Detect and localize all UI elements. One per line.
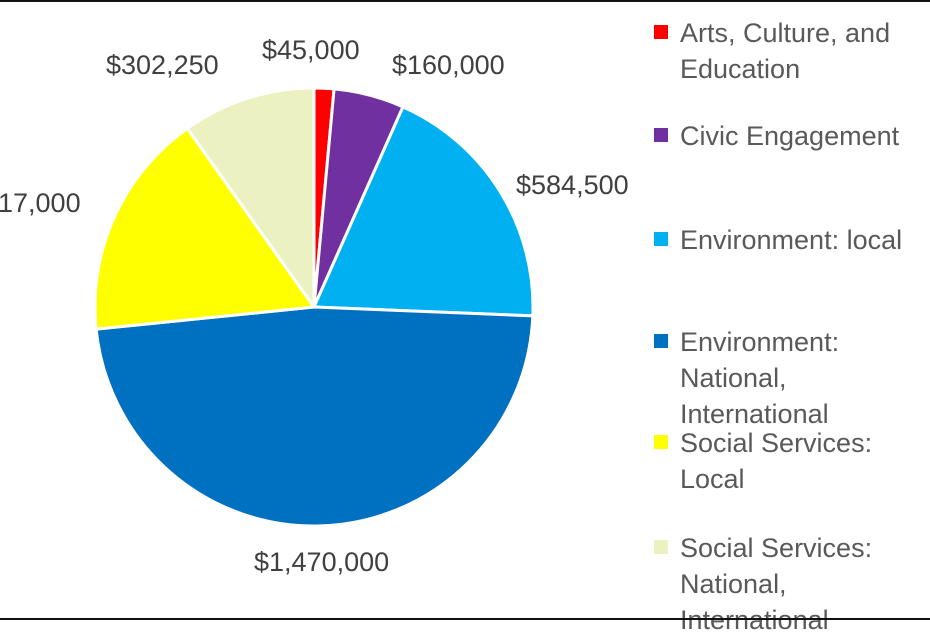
pie-slice-social-national xyxy=(185,86,316,309)
legend-label: Civic Engagement xyxy=(680,121,900,151)
legend-label: Environment: National, International xyxy=(680,327,840,429)
data-label-env-local: $584,500 xyxy=(516,170,629,200)
chart-frame-top-border xyxy=(0,0,930,2)
legend-item-env-local: Environment: local xyxy=(654,222,930,258)
legend-label: Environment: local xyxy=(680,225,903,255)
legend-item-social-local: Social Services: Local xyxy=(654,425,930,497)
legend-swatch-icon xyxy=(654,435,668,449)
legend-item-civic: Civic Engagement xyxy=(654,118,930,154)
pie-slice-env-national xyxy=(94,305,535,528)
legend-swatch-icon xyxy=(654,128,668,142)
pie-slice-social-local xyxy=(93,126,316,331)
data-label-arts: $45,000 xyxy=(262,35,360,65)
pie-chart xyxy=(93,86,535,528)
pie-slice-env-local xyxy=(312,105,535,318)
data-label-civic: $160,000 xyxy=(392,50,505,80)
legend-swatch-icon xyxy=(654,334,668,348)
legend-swatch-icon xyxy=(654,540,668,554)
legend-label: Social Services: National, International xyxy=(680,533,873,635)
legend-label: Social Services: Local xyxy=(680,428,873,494)
legend-label: Arts, Culture, and Education xyxy=(680,18,891,84)
legend-item-arts: Arts, Culture, and Education xyxy=(654,15,930,87)
legend-swatch-icon xyxy=(654,232,668,246)
legend-item-env-national: Environment: National, International xyxy=(654,324,880,432)
legend-swatch-icon xyxy=(654,25,668,39)
data-label-env-national: $1,470,000 xyxy=(254,547,390,577)
data-label-social-local: 17,000 xyxy=(0,188,81,218)
legend-item-social-national: Social Services: National, International xyxy=(654,530,920,638)
data-label-social-national: $302,250 xyxy=(106,50,219,80)
chart-frame-bottom-border xyxy=(0,618,930,620)
